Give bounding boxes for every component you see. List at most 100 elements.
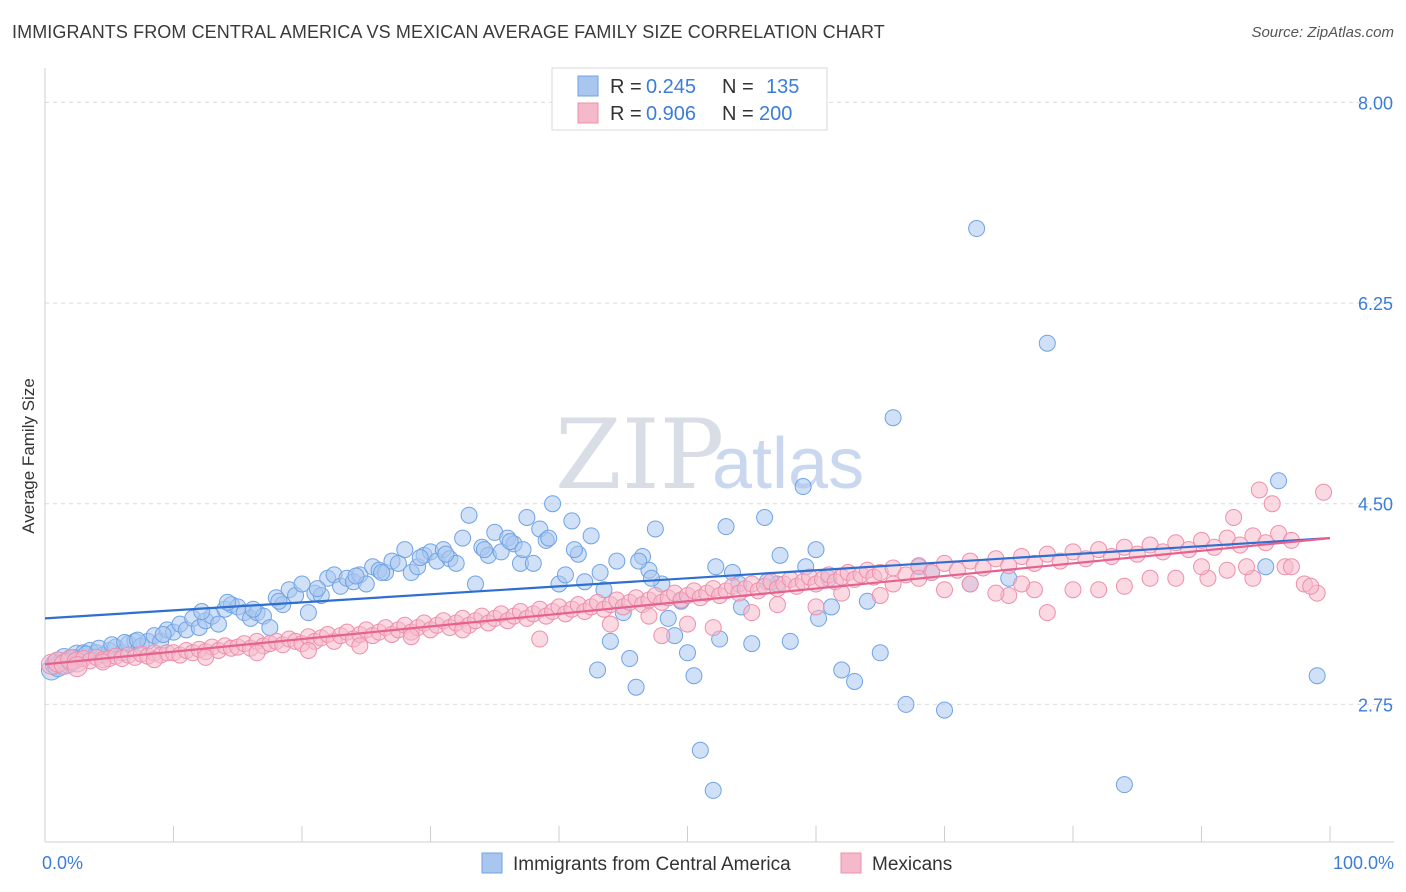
data-point-0-79: [544, 495, 562, 513]
legend-r-value-0: 0.245: [646, 76, 696, 98]
legend-swatch-central-america: [577, 75, 599, 97]
data-point-1-200: [601, 615, 619, 633]
data-point-0-55: [389, 554, 407, 572]
data-point-0-91: [621, 650, 639, 668]
data-point-0-129: [1270, 472, 1288, 490]
data-point-0-127: [1115, 776, 1133, 794]
data-point-0-153: [591, 564, 609, 582]
data-point-0-118: [871, 644, 889, 662]
legend-swatch-mexicans: [577, 102, 599, 124]
data-point-0-67: [466, 575, 484, 593]
data-point-0-124: [968, 220, 986, 238]
data-point-0-88: [601, 632, 619, 650]
legend-n-value-0: 135: [766, 76, 799, 98]
data-point-0-86: [589, 661, 607, 679]
data-point-0-82: [563, 512, 581, 530]
data-point-0-128: [1257, 558, 1275, 576]
data-point-1-197: [145, 651, 163, 669]
data-point-0-95: [646, 520, 664, 538]
y-tick-labels: 2.75 4.50 6.25 8.00: [1358, 93, 1393, 715]
data-point-1-207: [961, 575, 979, 593]
trend-lines: [44, 537, 1331, 666]
data-point-1-188: [1302, 577, 1320, 595]
data-point-0-89: [608, 552, 626, 570]
data-point-0-27: [209, 615, 227, 633]
legend-n-label-0: N =: [722, 76, 754, 98]
data-point-0-162: [771, 546, 789, 564]
data-point-0-147: [437, 545, 455, 563]
data-point-0-138: [154, 625, 172, 643]
data-point-0-97: [659, 609, 677, 627]
data-point-1-185: [1218, 561, 1236, 579]
trend-line-1: [44, 537, 1331, 666]
data-point-1-170: [653, 627, 671, 645]
data-point-1-175: [936, 581, 953, 599]
watermark-atlas: atlas: [712, 424, 864, 504]
data-point-1-193: [351, 637, 369, 655]
x-tick-label-min: 0.0%: [42, 853, 83, 873]
legend-r-value-1: 0.906: [646, 103, 696, 125]
data-point-0-150: [514, 541, 532, 559]
y-tick-label-3: 8.00: [1358, 93, 1393, 113]
data-point-1-155: [1205, 538, 1223, 556]
data-point-0-151: [540, 529, 558, 547]
y-tick-label-2: 6.25: [1358, 294, 1393, 314]
data-point-0-145: [373, 564, 391, 582]
data-point-0-100: [679, 644, 696, 662]
data-point-0-92: [627, 678, 645, 696]
data-point-0-116: [846, 672, 864, 690]
data-point-1-195: [248, 644, 266, 662]
x-tick-label-max: 100.0%: [1333, 853, 1394, 873]
data-point-0-154: [630, 552, 648, 570]
data-point-1-202: [704, 619, 722, 637]
data-point-0-115: [833, 661, 851, 679]
data-point-0-81: [556, 566, 574, 584]
data-point-1-164: [1315, 483, 1333, 501]
data-point-0-76: [524, 554, 542, 572]
data-point-0-41: [299, 604, 317, 622]
data-point-0-112: [794, 478, 812, 496]
watermark-zip: ZIP: [555, 399, 724, 511]
data-point-0-75: [518, 508, 536, 526]
data-point-0-103: [704, 781, 722, 799]
data-point-1-191: [454, 621, 472, 639]
data-point-1-174: [871, 586, 889, 604]
data-point-0-155: [643, 569, 661, 587]
trend-line-0: [44, 537, 1331, 620]
data-point-1-167: [1225, 508, 1243, 526]
legend-n-value-1: 200: [759, 103, 792, 125]
legend-r-label-1: R =: [610, 103, 642, 125]
data-point-0-146: [411, 549, 429, 567]
data-point-1-187: [1282, 558, 1300, 576]
data-point-0-109: [756, 508, 774, 526]
data-point-1-180: [1090, 581, 1108, 599]
data-point-1-190: [531, 630, 549, 648]
y-axis-label: Average Family Size: [19, 378, 38, 534]
data-point-1-192: [402, 628, 420, 646]
data-point-1-182: [1141, 569, 1159, 587]
data-point-0-152: [565, 541, 583, 559]
y-tick-label-0: 2.75: [1358, 695, 1393, 715]
data-point-1-198: [94, 653, 112, 671]
data-point-1-173: [807, 598, 825, 616]
axes: [44, 68, 1394, 843]
bottom-legend-swatch-central-america: [481, 852, 503, 874]
data-point-0-84: [576, 573, 594, 591]
data-point-1-171: [679, 615, 696, 633]
bottom-legend-swatch-mexicans: [840, 852, 862, 874]
source-credit: Source: ZipAtlas.com: [1251, 24, 1394, 41]
correlation-legend: R = 0.245 N = 135 R = 0.906 N = 200: [551, 67, 828, 131]
data-point-1-153: [1180, 541, 1198, 559]
data-point-1-178: [1038, 604, 1056, 622]
data-point-0-142: [270, 592, 288, 610]
data-point-1-194: [299, 642, 317, 660]
data-point-1-165: [1250, 481, 1268, 499]
data-point-1-203: [768, 596, 786, 614]
bottom-legend-label-central-america: Immigrants from Central America: [513, 854, 791, 875]
data-point-0-160: [707, 558, 725, 576]
data-point-1-172: [743, 604, 761, 622]
y-tick-label-1: 4.50: [1358, 495, 1393, 515]
data-point-0-108: [743, 635, 761, 653]
series-legend: Immigrants from Central America Mexicans: [481, 852, 952, 875]
